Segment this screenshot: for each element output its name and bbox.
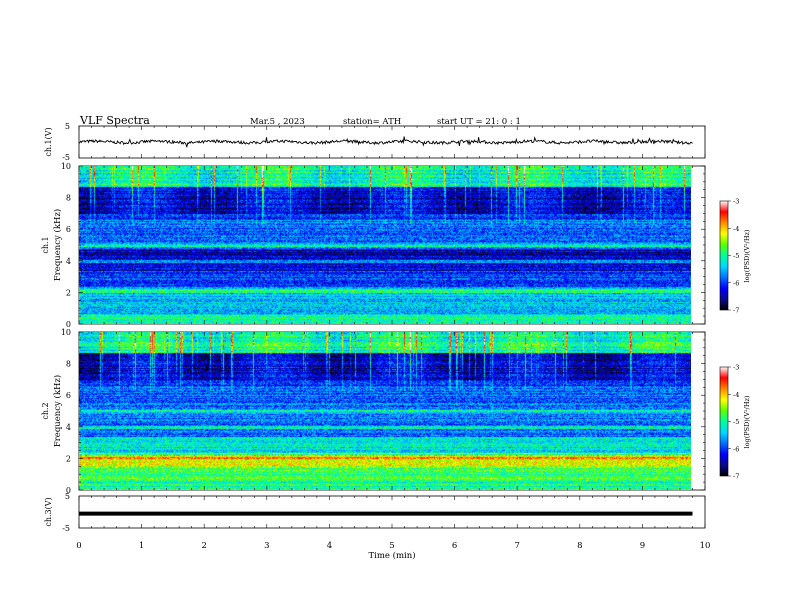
ch3-x-ticks: [78, 496, 706, 528]
ch1-waveform-trace: [78, 136, 693, 148]
ch3-waveform-panel: 5 -5 ch.3(V) 0 1 2 3 4 5 6 7 8 9 10 Time (min): [44, 492, 710, 561]
time-tick-label: 7: [514, 541, 519, 551]
ch2-colorbar: [719, 366, 729, 477]
freq-tick-label: 2: [66, 288, 71, 297]
colorbar-tick-label: -7: [733, 473, 739, 481]
ch1-spec-channel-label: ch.1: [41, 236, 50, 253]
freq-tick-label: 6: [66, 225, 71, 234]
time-axis-tick-labels: 0 1 2 3 4 5 6 7 8 9 10: [76, 541, 710, 551]
colorbar-tick-label: -6: [733, 445, 739, 453]
ch2-spectrogram-image: [79, 332, 691, 490]
colorbar-tick-label: -5: [733, 252, 739, 260]
ch1-x-ticks: [78, 126, 706, 158]
ch1-colorbar-label: log(PSD)(V²/Hz): [743, 229, 751, 282]
ch2-spec-y-ticks: 0 2 4 6 8 10: [61, 328, 705, 495]
ch1-spec-x-ticks: [78, 166, 706, 324]
freq-tick-label: 10: [61, 328, 71, 337]
freq-tick-label: 8: [66, 360, 71, 369]
time-tick-label: 2: [201, 541, 206, 551]
ch1-ylabel: ch.1(V): [44, 127, 53, 156]
ch1-waveform-panel: 5 -5 ch.1(V): [44, 122, 706, 162]
ch1-spec-y-ticks: 0 2 4 6 8 10: [61, 162, 705, 329]
colorbar-tick-label: -4: [733, 391, 739, 399]
time-tick-label: 10: [700, 541, 711, 551]
time-tick-label: 3: [264, 541, 269, 551]
freq-tick-label: 8: [66, 194, 71, 203]
ch1-spec-ylabel: Frequency (kHz): [52, 209, 63, 281]
time-tick-label: 1: [139, 541, 144, 551]
freq-tick-label: 0: [66, 320, 71, 329]
colorbar-tick-label: -3: [733, 364, 739, 372]
start-time-label: start UT = 21: 0 : 1: [437, 117, 521, 127]
ch1-spectrogram-image: [79, 166, 691, 324]
colorbar-tick-label: -3: [733, 198, 739, 206]
ch3-ytick-top: 5: [65, 492, 70, 501]
ch1-ytick-bottom: -5: [62, 153, 70, 162]
ch1-ytick-top: 5: [65, 122, 70, 131]
figure-title: VLF Spectra: [79, 114, 150, 127]
time-axis-label: Time (min): [368, 550, 415, 561]
freq-tick-label: 0: [66, 486, 71, 495]
date-label: Mar.5 , 2023: [250, 117, 305, 127]
time-tick-label: 6: [452, 541, 457, 551]
ch1-colorbar: [719, 200, 729, 311]
ch2-colorbar-ticks: -3 -4 -5 -6 -7: [728, 364, 739, 481]
ch2-spec-x-ticks: [78, 332, 706, 490]
time-tick-label: 5: [389, 541, 394, 551]
ch3-ylabel: ch.3(V): [44, 497, 53, 526]
ch2-spec-channel-label: ch.2: [41, 402, 50, 419]
ch2-colorbar-label: log(PSD)(V²/Hz): [743, 395, 751, 448]
time-tick-label: 4: [327, 541, 332, 551]
time-tick-label: 8: [577, 541, 582, 551]
colorbar-tick-label: -7: [733, 307, 739, 315]
ch1-colorbar-ticks: -3 -4 -5 -6 -7: [728, 198, 739, 315]
station-label: station= ATH: [343, 117, 401, 127]
colorbar-tick-label: -4: [733, 225, 739, 233]
ch2-spec-ylabel: Frequency (kHz): [52, 375, 63, 447]
freq-tick-label: 10: [61, 162, 71, 171]
colorbar-tick-label: -5: [733, 418, 739, 426]
freq-tick-label: 4: [66, 257, 71, 266]
time-tick-label: 0: [76, 541, 81, 551]
colorbar-tick-label: -6: [733, 279, 739, 287]
time-tick-label: 9: [640, 541, 645, 551]
freq-tick-label: 2: [66, 454, 71, 463]
freq-tick-label: 4: [66, 423, 71, 432]
ch3-ytick-bottom: -5: [62, 524, 70, 533]
freq-tick-label: 6: [66, 391, 71, 400]
